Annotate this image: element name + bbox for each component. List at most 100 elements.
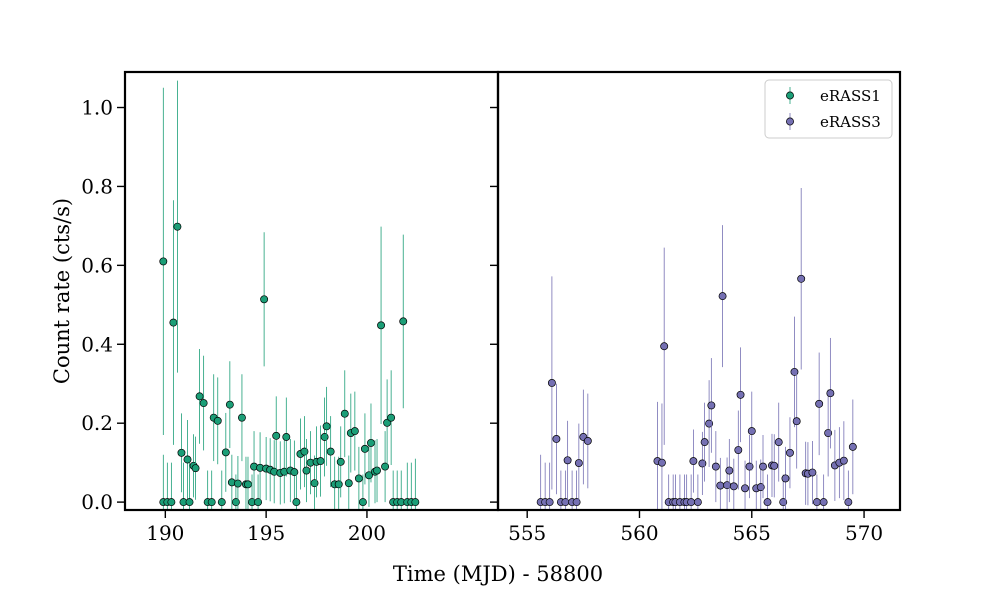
data-point-0-1: [159, 257, 168, 266]
data-point-1-15: [660, 342, 669, 351]
data-point-1-65: [848, 442, 857, 451]
data-point-1-24: [693, 498, 702, 507]
legend-entry-erass1: eRASS1: [786, 87, 881, 105]
data-point-1-45: [770, 461, 779, 470]
data-point-1-7: [563, 456, 572, 465]
data-point-1-22: [687, 498, 696, 507]
data-point-1-38: [745, 462, 754, 471]
data-point-0-46: [310, 479, 319, 488]
data-point-1-47: [779, 498, 788, 507]
x-axis-label: Time (MJD) - 58800: [393, 562, 603, 586]
data-point-0-18: [217, 498, 226, 507]
data-point-0-8: [183, 455, 192, 464]
data-point-1-36: [736, 390, 745, 399]
legend-marker-erass1: [786, 91, 794, 100]
data-point-1-57: [815, 399, 824, 408]
data-point-0-9: [185, 498, 194, 507]
data-point-1-51: [792, 417, 801, 426]
data-point-0-4: [169, 318, 178, 327]
panel-frame-left: [123, 70, 500, 512]
data-point-0-48: [316, 457, 325, 466]
data-point-0-40: [290, 468, 299, 477]
data-point-0-20: [225, 400, 234, 409]
data-point-1-9: [572, 498, 581, 507]
x-tick-label-left-1: 195: [247, 521, 285, 545]
data-point-1-39: [747, 427, 756, 436]
data-point-0-24: [237, 413, 246, 422]
y-tick-label-3: 0.6: [81, 253, 113, 277]
data-point-1-35: [734, 446, 743, 454]
data-point-0-29: [254, 498, 263, 507]
data-point-1-60: [826, 389, 835, 398]
data-point-1-29: [711, 462, 720, 471]
data-point-1-25: [698, 459, 707, 468]
data-point-0-65: [373, 466, 381, 475]
data-point-1-2: [545, 498, 554, 507]
data-point-0-54: [336, 457, 345, 466]
data-point-0-11: [191, 464, 200, 473]
data-point-0-49: [320, 433, 329, 441]
data-point-1-27: [705, 419, 714, 428]
data-point-0-55: [340, 409, 349, 418]
data-point-0-44: [302, 466, 311, 475]
x-tick-label-right-3: 570: [845, 521, 883, 545]
x-tick-label-left-2: 200: [348, 521, 386, 545]
data-point-0-35: [272, 431, 281, 440]
data-point-0-31: [260, 295, 269, 304]
data-point-1-50: [790, 367, 799, 376]
data-point-0-22: [231, 498, 240, 507]
data-point-0-73: [399, 317, 408, 326]
data-point-1-42: [759, 462, 767, 471]
x-tick-label-right-0: 555: [508, 521, 546, 545]
x-tick-label-left-0: 190: [146, 521, 184, 545]
data-point-0-19: [221, 448, 230, 457]
legend: eRASS1 eRASS3: [764, 79, 893, 139]
data-point-0-17: [213, 416, 222, 425]
data-point-1-28: [707, 401, 716, 410]
data-point-1-4: [552, 435, 561, 443]
data-point-1-37: [741, 484, 749, 493]
data-layer: [159, 80, 857, 510]
legend-label-erass3: eRASS3: [820, 113, 881, 131]
data-point-1-58: [819, 498, 828, 507]
data-point-0-15: [207, 498, 216, 507]
y-tick-label-2: 0.4: [81, 332, 113, 356]
data-point-1-55: [808, 468, 817, 477]
data-point-1-64: [844, 498, 853, 507]
data-point-1-56: [812, 498, 821, 507]
data-point-0-58: [350, 427, 359, 436]
panel-frame-right: [496, 70, 902, 512]
data-point-0-59: [354, 474, 363, 483]
data-point-1-34: [729, 482, 738, 491]
series-erass3: [536, 188, 857, 510]
legend-box: [764, 79, 893, 139]
y-tick-label-1: 0.2: [81, 411, 113, 435]
y-tick-label-5: 1.0: [81, 96, 113, 120]
data-point-0-38: [282, 433, 291, 441]
y-tick-label-0: 0.0: [81, 490, 113, 514]
data-point-1-49: [786, 448, 794, 457]
data-point-0-23: [233, 479, 242, 488]
data-point-1-59: [824, 429, 833, 438]
data-point-0-56: [344, 479, 353, 488]
data-point-1-14: [657, 458, 666, 467]
x-tick-label-right-1: 560: [620, 521, 658, 545]
data-point-0-43: [300, 447, 309, 456]
data-point-0-69: [387, 413, 396, 422]
data-point-1-48: [781, 474, 790, 483]
axes-layer: 190 195 200 0.0 0.2 0.4 0.6 0.8 1.0 555 560 565 570: [81, 70, 902, 545]
data-point-0-13: [199, 399, 208, 408]
data-point-0-76: [411, 498, 420, 507]
data-point-0-6: [177, 448, 186, 457]
legend-label-erass1: eRASS1: [820, 87, 881, 105]
data-point-0-61: [360, 444, 369, 453]
data-point-1-10: [574, 459, 583, 467]
data-point-0-50: [322, 422, 331, 431]
data-point-1-63: [839, 456, 848, 465]
data-point-0-68: [383, 418, 392, 427]
y-axis-label: Count rate (cts/s): [50, 198, 74, 384]
data-point-1-41: [756, 483, 765, 492]
data-point-1-43: [763, 498, 772, 507]
data-point-0-60: [358, 498, 367, 507]
